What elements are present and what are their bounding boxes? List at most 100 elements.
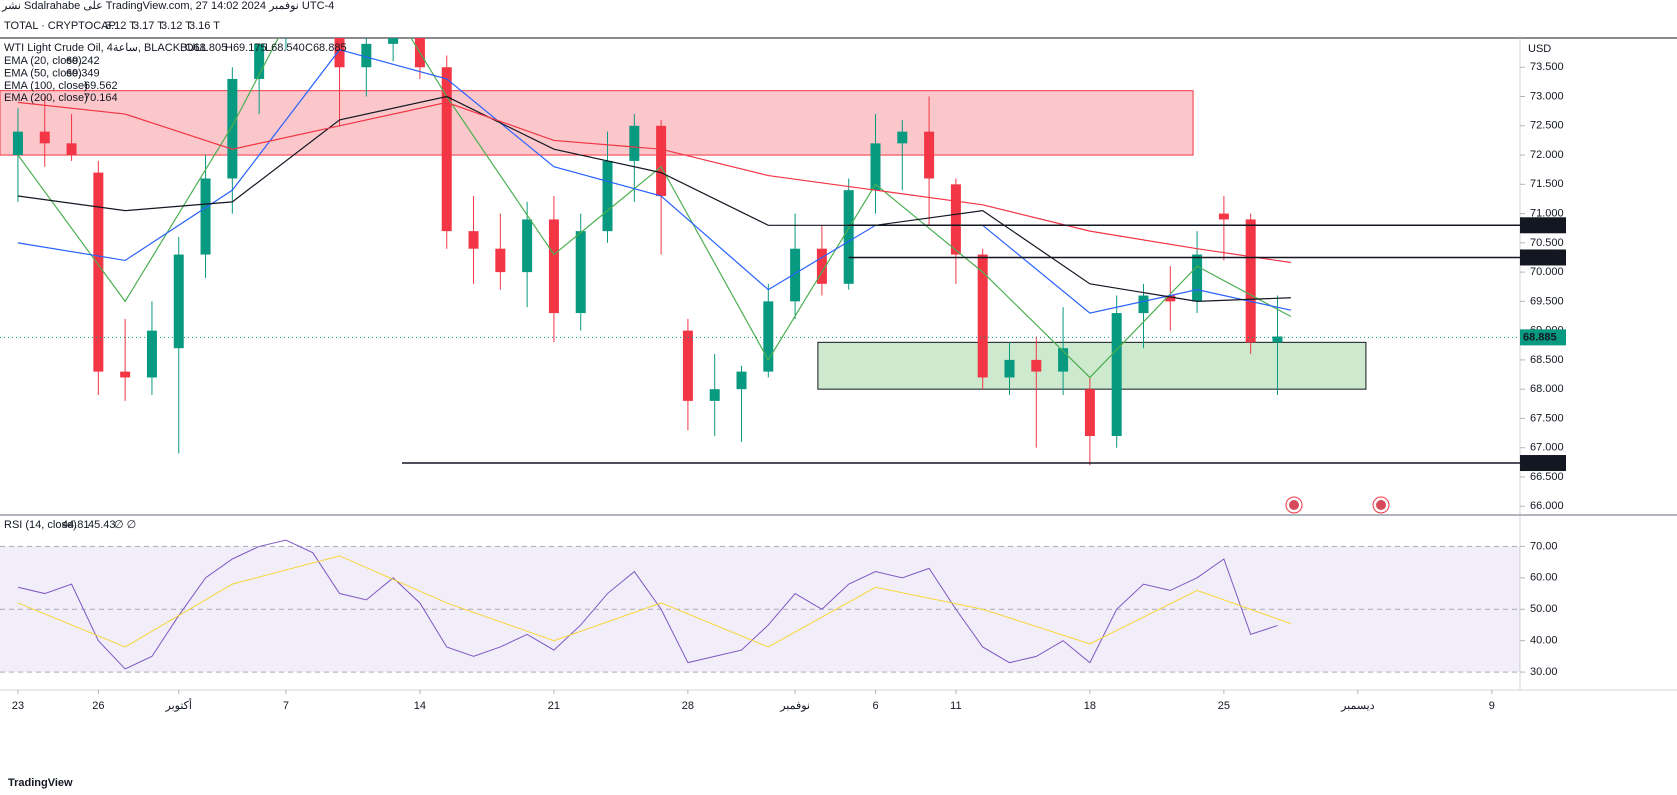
y-tick-label: 70.00 [1530,540,1558,552]
candle-body [950,184,961,255]
y-tick-label: 66.500 [1530,471,1564,483]
legend-name: EMA (100, close) [4,80,88,92]
candle-body [495,248,506,273]
y-tick-label: 66.000 [1530,500,1564,512]
candle-body [1245,219,1256,343]
x-tick-label: نوفمبر [779,700,810,712]
x-tick-label: 23 [12,700,24,712]
level-tag [1520,455,1566,472]
ohlc-label: L68.540 [265,42,305,54]
y-tick-label: 70.500 [1530,237,1564,249]
candle-body [548,219,559,314]
candle-body [227,78,238,179]
candle-body [522,219,533,273]
candle-body [200,178,211,255]
y-tick-label: 69.500 [1530,295,1564,307]
y-tick-label: 72.500 [1530,120,1564,132]
level-label: 70.800 [1523,219,1557,231]
published: نشر Sdalrahabe على TradingView.com, 27 ن… [1,0,334,12]
rsi-line [17,539,1278,670]
y-tick-label: 72.000 [1530,149,1564,161]
x-tick-label: 7 [283,700,289,712]
candle-body [120,371,131,378]
ema-line [17,95,1291,302]
candle-body [816,248,827,284]
legend-value: 69.562 [84,80,118,92]
candle-body [843,190,854,284]
candle-body [414,38,425,68]
candle-body [1031,359,1042,372]
candle-body [334,38,345,68]
symbol-value: 3.12 T [105,20,136,32]
axis-label: USD [1528,43,1551,55]
y-tick-label: 68.000 [1530,383,1564,395]
x-tick-label: ديسمبر [1340,700,1375,712]
y-tick-label: 71.000 [1530,207,1564,219]
candle-body [763,301,774,372]
y-tick-label: 67.000 [1530,442,1564,454]
candle-body [736,371,747,390]
x-tick-label: 9 [1489,700,1495,712]
legend-name: EMA (20, close) [4,55,82,67]
x-tick-label: 11 [950,700,961,712]
rsi-line [17,555,1292,648]
candle-body [173,254,184,349]
candle-body [39,131,50,144]
last-price-label: 68.885 [1523,331,1557,343]
candle-body [12,131,23,156]
x-tick-label: 6 [872,700,878,712]
candle-body [361,43,372,68]
candle-body [1218,213,1229,220]
candle-body [1272,336,1283,343]
y-tick-label: 70.000 [1530,266,1564,278]
x-tick-label: 14 [414,700,426,712]
y-tick-label: 50.00 [1530,603,1558,615]
level-tag [1520,217,1566,234]
legend-value: 69.349 [66,68,100,80]
footer-logo: TradingView [8,777,73,789]
level-label: 66.738 [1523,457,1557,469]
zone [0,90,1194,156]
y-tick-label: 40.00 [1530,635,1558,647]
symbol-value: 3.17 T [133,20,164,32]
candle-body [1138,295,1149,314]
candle-body [575,231,586,314]
candle-body [897,131,908,144]
x-tick-label: 28 [682,700,694,712]
candle-body [977,254,988,378]
rsi-extra: ∅ ∅ [114,519,136,531]
candle-body [66,143,77,156]
legend-name: EMA (200, close) [4,92,88,104]
candle-body [441,67,452,232]
candle-body [1192,254,1203,302]
zone [817,341,1367,390]
candle-body [656,125,667,197]
event-flags [1285,496,1390,514]
x-tick-label: 21 [548,700,560,712]
y-tick-label: 73.500 [1530,61,1564,73]
candle-body [254,43,265,79]
y-tick-label: 73.000 [1530,90,1564,102]
candle-body [682,330,693,401]
x-tick-label: أكتوبر [165,698,192,712]
x-tick-label: 26 [92,700,104,712]
candle-body [1111,313,1122,436]
candle-body [629,125,640,161]
chart-title: WTI Light Crude Oil, 4ساعة, BLACKBULL [4,42,208,54]
candle-body [1058,348,1069,372]
last-price-tag [1520,329,1566,346]
level-tag [1520,249,1566,266]
ema-line [17,38,1292,379]
legend-value: 69.242 [66,55,100,67]
y-tick-label: 30.00 [1530,666,1558,678]
level-label: 70.250 [1523,251,1557,263]
candle-body [1165,295,1176,302]
y-tick-label: 67.500 [1530,412,1564,424]
y-tick-label: 60.00 [1530,572,1558,584]
price-plot [0,38,1367,466]
y-tick-label: 68.500 [1530,354,1564,366]
candle-body [709,389,720,401]
ema-line [17,101,1291,264]
ema-line [17,49,1291,314]
